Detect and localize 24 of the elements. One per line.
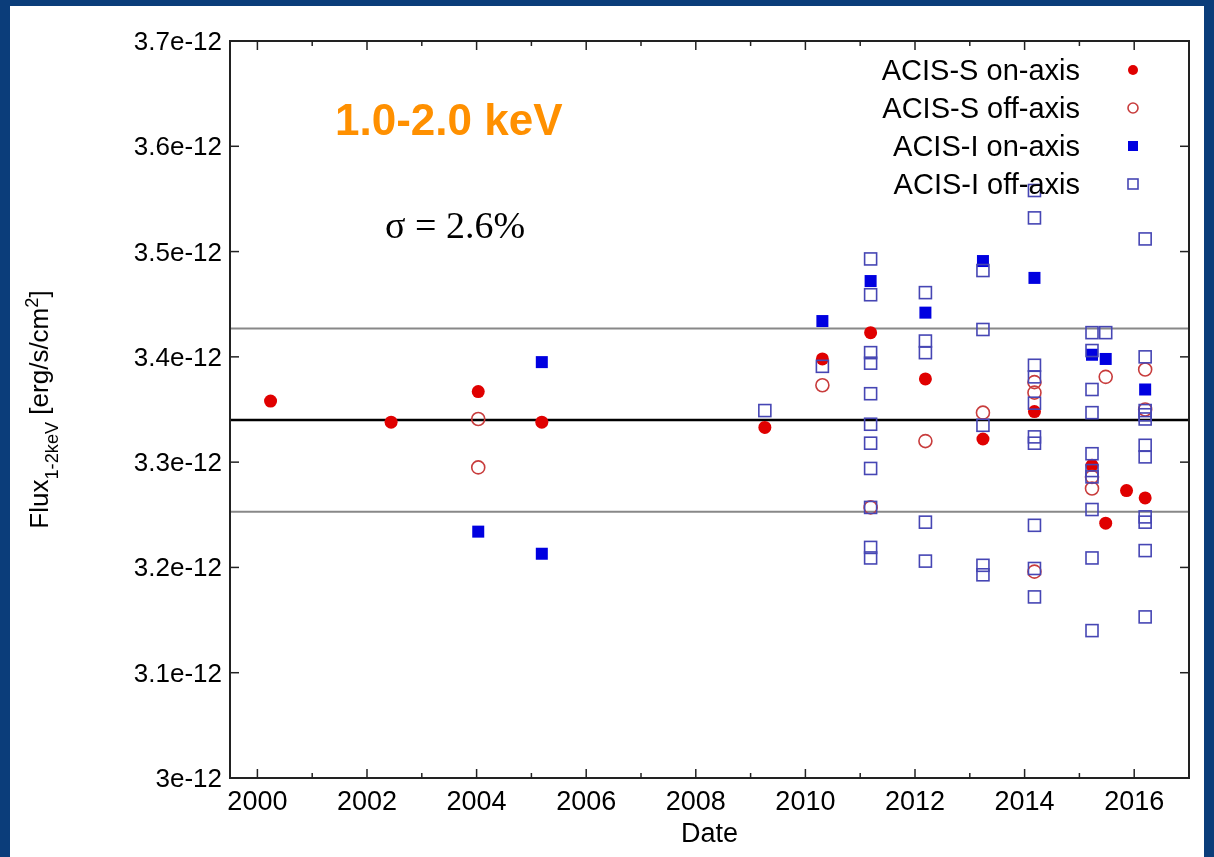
y-tick-label: 3.4e-12 <box>133 341 222 372</box>
y-tick-label: 3e-12 <box>155 763 222 793</box>
x-tick-label: 2010 <box>775 786 836 816</box>
annotation: 1.0-2.0 keV <box>335 95 564 144</box>
y-tick-label: 3.6e-12 <box>133 131 222 162</box>
x-tick-label: 2016 <box>1104 786 1165 816</box>
legend-label: ACIS-S off-axis <box>882 92 1080 124</box>
x-tick-label: 2014 <box>994 786 1055 816</box>
legend-label: ACIS-S on-axis <box>881 54 1080 86</box>
annotation: σ = 2.6% <box>385 204 526 246</box>
x-tick-label: 2004 <box>446 786 507 816</box>
x-tick-label: 2008 <box>665 786 726 816</box>
x-axis-title: Date <box>680 818 739 848</box>
legend-label: ACIS-I on-axis <box>893 130 1080 162</box>
x-tick-label: 2002 <box>336 786 398 816</box>
x-tick-label: 2006 <box>556 786 617 816</box>
y-tick-label: 3.5e-12 <box>133 236 222 267</box>
x-tick-label: 2012 <box>884 786 946 816</box>
y-tick-label: 3.2e-12 <box>133 552 222 583</box>
y-tick-label: 3.3e-12 <box>133 447 222 478</box>
x-tick-label: 2000 <box>227 786 288 816</box>
y-tick-label: 3.7e-12 <box>133 26 222 56</box>
y-tick-label: 3.1e-12 <box>133 657 222 688</box>
legend-label: ACIS-I off-axis <box>893 168 1080 200</box>
